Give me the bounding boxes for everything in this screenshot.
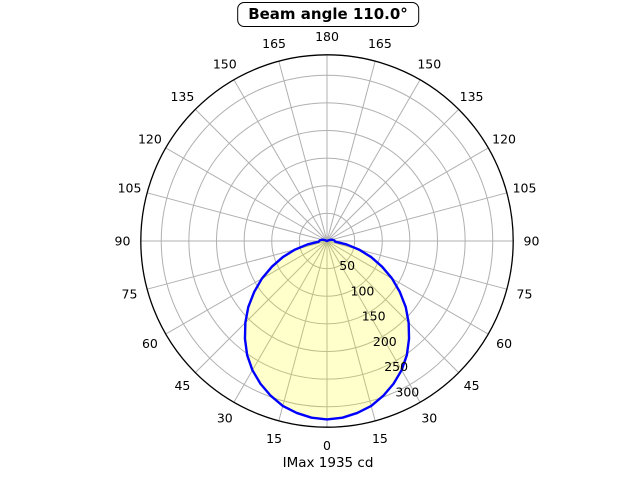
- imax-label: IMax 1935 cd: [282, 455, 374, 471]
- theta-tick-label: 0: [323, 438, 331, 453]
- theta-tick-label: 105: [513, 181, 537, 196]
- theta-grid-line: [326, 240, 460, 374]
- theta-tick-label: 90: [524, 234, 540, 249]
- theta-grid-line: [233, 79, 328, 242]
- theta-tick-label: 45: [464, 378, 480, 393]
- theta-tick-label: 120: [492, 131, 516, 146]
- theta-tick-label: 60: [496, 336, 512, 351]
- theta-grid-line: [326, 240, 376, 421]
- theta-grid-line: [326, 61, 376, 242]
- theta-tick-label: 150: [417, 56, 441, 71]
- theta-grid-line: [165, 240, 328, 335]
- r-tick-label: 50: [339, 258, 355, 273]
- theta-tick-label: 135: [460, 89, 484, 104]
- theta-grid-line: [194, 108, 328, 242]
- theta-tick-label: 75: [517, 286, 533, 301]
- theta-tick-label: 45: [174, 378, 190, 393]
- chart-title: Beam angle 110.0°: [237, 2, 419, 27]
- theta-tick-label: 180: [315, 29, 339, 44]
- theta-grid-line: [278, 240, 328, 421]
- r-tick-label: 150: [362, 309, 386, 324]
- theta-tick-label: 165: [262, 36, 286, 51]
- theta-tick-label: 105: [118, 181, 142, 196]
- theta-tick-label: 30: [217, 411, 233, 426]
- theta-tick-label: 15: [372, 431, 388, 446]
- theta-grid-line: [326, 192, 507, 242]
- beam-intensity-curve: [243, 238, 411, 421]
- theta-tick-label: 90: [115, 234, 131, 249]
- theta-grid-line: [326, 108, 460, 242]
- r-tick-label: 250: [384, 359, 408, 374]
- theta-tick-label: 15: [266, 431, 282, 446]
- theta-tick-label: 120: [138, 131, 162, 146]
- theta-grid-line: [278, 61, 328, 242]
- theta-grid-line: [147, 192, 328, 242]
- theta-tick-label: 150: [213, 56, 237, 71]
- theta-grid-line: [326, 240, 421, 403]
- theta-tick-label: 135: [170, 89, 194, 104]
- theta-tick-label: 75: [122, 286, 138, 301]
- r-tick-label: 200: [373, 334, 397, 349]
- theta-grid-line: [233, 240, 328, 403]
- theta-tick-label: 30: [421, 411, 437, 426]
- polar-spine: [140, 54, 514, 428]
- theta-grid-line: [165, 147, 328, 242]
- r-tick-label: 300: [395, 384, 419, 399]
- theta-grid-line: [194, 240, 328, 374]
- theta-grid-line: [326, 147, 489, 242]
- r-tick-label: 100: [351, 284, 375, 299]
- theta-grid-line: [326, 240, 489, 335]
- theta-tick-label: 165: [368, 36, 392, 51]
- theta-grid-line: [326, 79, 421, 242]
- theta-tick-label: 60: [142, 336, 158, 351]
